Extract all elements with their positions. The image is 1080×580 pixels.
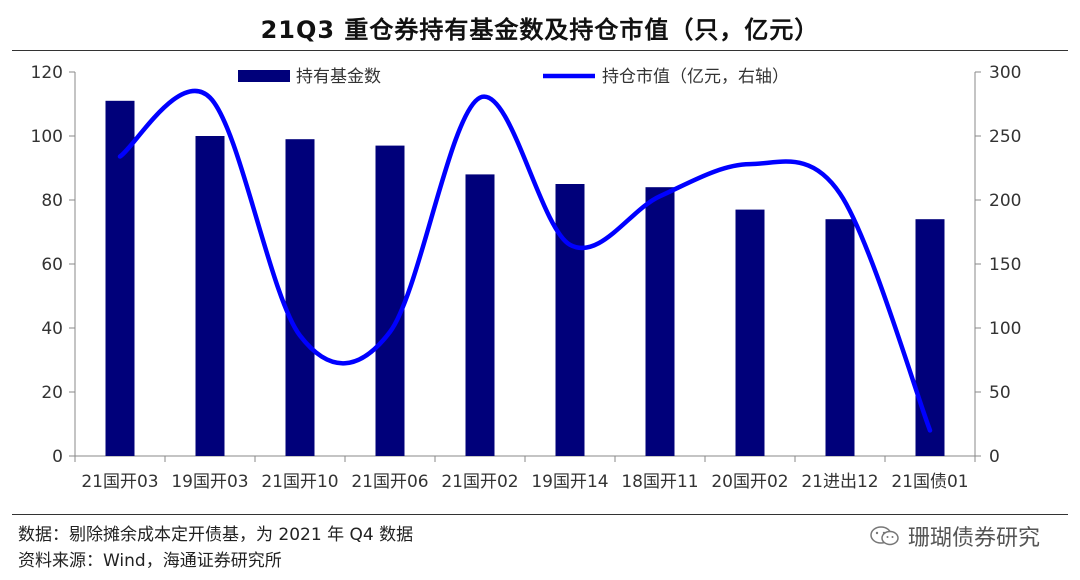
bar (735, 209, 765, 456)
wechat-icon (870, 526, 899, 546)
y-left-tick-label: 0 (52, 447, 63, 467)
bar (465, 174, 495, 456)
axes: 0 20 40 60 80 100 120 0 50 100 150 200 250 300 21国开03 1… (31, 63, 1022, 492)
y-left-tick-label: 20 (41, 383, 63, 403)
x-tick-label: 19国开03 (171, 472, 248, 492)
y-left-tick-label: 80 (41, 191, 63, 211)
y-right-tick-label: 50 (989, 383, 1011, 403)
y-left-tick-label: 40 (41, 319, 63, 339)
bar (375, 145, 405, 456)
x-tick-label: 20国开02 (711, 472, 788, 492)
watermark: 珊瑚债券研究 (870, 520, 1040, 552)
chart-svg: 0 20 40 60 80 100 120 0 50 100 150 200 250 300 21国开03 1… (31, 63, 1022, 492)
bar (825, 219, 855, 456)
y-left-tick-label: 120 (31, 63, 63, 83)
legend-bar-swatch (238, 70, 290, 82)
bar (195, 136, 225, 456)
y-right-tick-label: 300 (989, 63, 1021, 83)
y-right-tick-label: 200 (989, 191, 1021, 211)
legend-bar-label: 持有基金数 (296, 67, 381, 87)
bar (915, 219, 945, 456)
y-right-tick-label: 0 (989, 447, 1000, 467)
line-group (117, 88, 933, 433)
series-line (117, 88, 933, 433)
chart-title: 21Q3 重仓券持有基金数及持仓市值（只，亿元） (260, 15, 820, 44)
chart-title-bar: 21Q3 重仓券持有基金数及持仓市值（只，亿元） (12, 4, 1068, 51)
x-tick-label: 21国开10 (261, 472, 338, 492)
legend-line-label: 持仓市值（亿元，右轴） (602, 67, 789, 87)
y-right-tick-label: 100 (989, 319, 1021, 339)
x-tick-label: 21进出12 (801, 472, 878, 492)
bar (555, 184, 585, 456)
x-tick-label: 21国开03 (81, 472, 158, 492)
bar (285, 139, 315, 456)
bars-group (105, 100, 945, 457)
bar (105, 100, 135, 457)
x-tick-label: 21国债01 (891, 472, 968, 492)
source-note: 资料来源：Wind，海通证券研究所 (18, 551, 282, 571)
legend: 持有基金数 持仓市值（亿元，右轴） (238, 67, 789, 87)
x-tick-label: 18国开11 (621, 472, 698, 492)
y-left-tick-label: 60 (41, 255, 63, 275)
y-right-tick-label: 250 (989, 127, 1021, 147)
bar (645, 187, 675, 456)
y-left-tick-label: 100 (31, 127, 63, 147)
footer-divider (12, 514, 1068, 515)
y-right-tick-label: 150 (989, 255, 1021, 275)
x-tick-label: 19国开14 (531, 472, 608, 492)
x-tick-label: 21国开06 (351, 472, 428, 492)
x-tick-label: 21国开02 (441, 472, 518, 492)
watermark-text: 珊瑚债券研究 (907, 526, 1040, 551)
data-note: 数据：剔除摊余成本定开债基，为 2021 年 Q4 数据 (18, 525, 414, 545)
